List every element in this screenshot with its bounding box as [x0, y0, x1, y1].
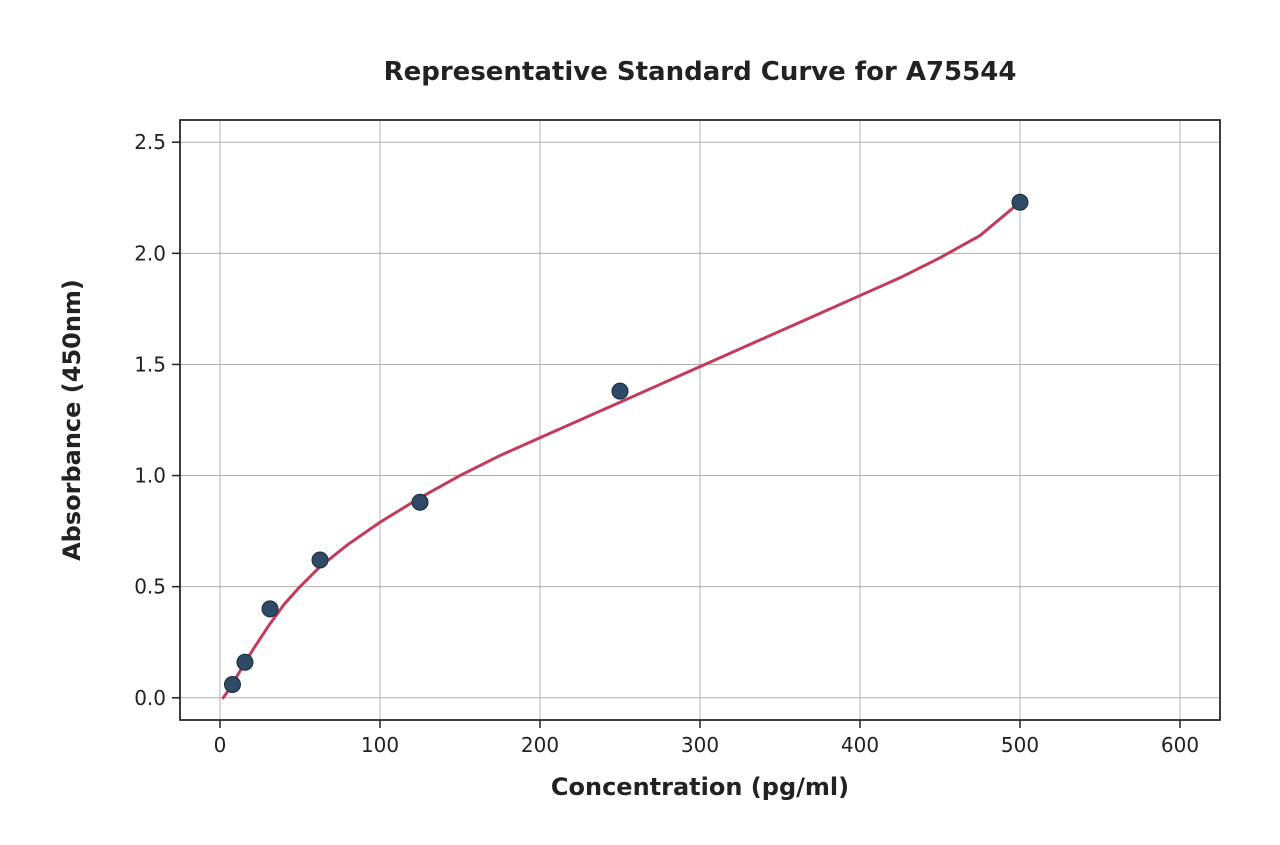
- data-point: [237, 654, 253, 670]
- x-tick-label: 400: [841, 733, 879, 757]
- y-axis-label: Absorbance (450nm): [58, 279, 86, 561]
- chart-container: 0 100 200 300 400 500 600 0.0 0.5 1.0 1.5 2.0 2.5 Rep…: [0, 0, 1280, 845]
- y-tick-label: 2.0: [134, 241, 166, 265]
- data-point: [312, 552, 328, 568]
- data-point: [612, 383, 628, 399]
- x-tick-label: 200: [521, 733, 559, 757]
- y-tick-label: 0.0: [134, 686, 166, 710]
- data-point: [224, 676, 240, 692]
- x-tick-label: 300: [681, 733, 719, 757]
- x-tick-label: 0: [214, 733, 227, 757]
- x-tick-label: 600: [1161, 733, 1199, 757]
- data-point: [412, 494, 428, 510]
- y-tick-label: 1.5: [134, 352, 166, 376]
- x-tick-label: 100: [361, 733, 399, 757]
- y-tick-label: 2.5: [134, 130, 166, 154]
- x-tick-label: 500: [1001, 733, 1039, 757]
- chart-title: Representative Standard Curve for A75544: [384, 57, 1017, 87]
- standard-curve-chart: 0 100 200 300 400 500 600 0.0 0.5 1.0 1.5 2.0 2.5 Rep…: [0, 0, 1280, 845]
- y-tick-label: 0.5: [134, 575, 166, 599]
- data-point: [262, 601, 278, 617]
- y-tick-label: 1.0: [134, 464, 166, 488]
- data-point: [1012, 194, 1028, 210]
- x-axis-label: Concentration (pg/ml): [551, 773, 849, 801]
